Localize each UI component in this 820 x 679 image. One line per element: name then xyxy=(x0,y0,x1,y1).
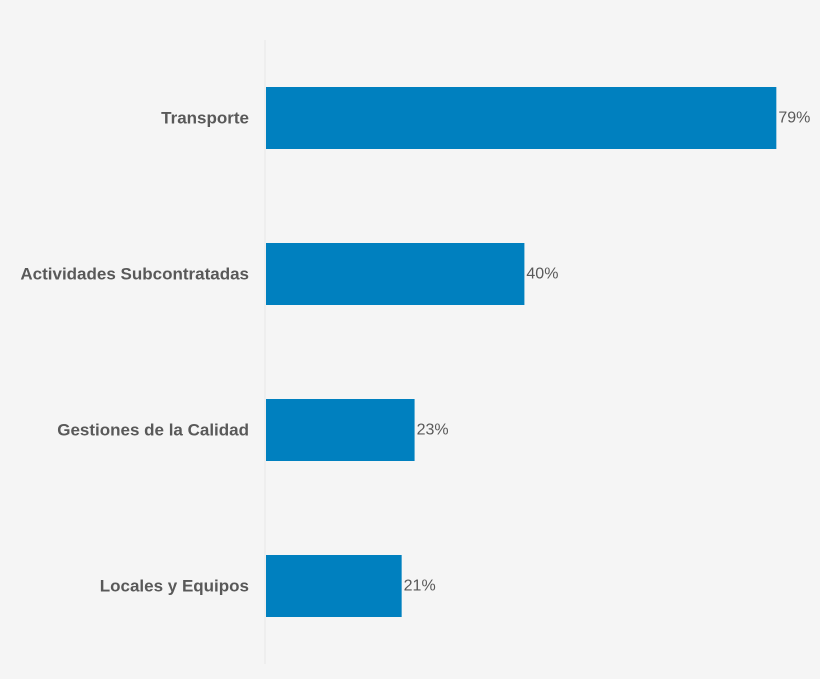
bar-2 xyxy=(266,399,415,461)
value-label-1: 40% xyxy=(526,266,558,283)
category-label-3: Locales y Equipos xyxy=(100,577,249,596)
category-label-2: Gestiones de la Calidad xyxy=(57,421,249,440)
bar-3 xyxy=(266,555,402,617)
bar-1 xyxy=(266,243,525,305)
bars-group: Transporte 79% Actividades Subcontratadas 4… xyxy=(20,87,810,617)
category-label-1: Actividades Subcontratadas xyxy=(20,265,249,284)
value-label-3: 21% xyxy=(404,578,436,595)
bar-0 xyxy=(266,87,777,149)
category-label-0: Transporte xyxy=(161,109,249,128)
value-label-2: 23% xyxy=(417,422,449,439)
value-label-0: 79% xyxy=(778,110,810,127)
